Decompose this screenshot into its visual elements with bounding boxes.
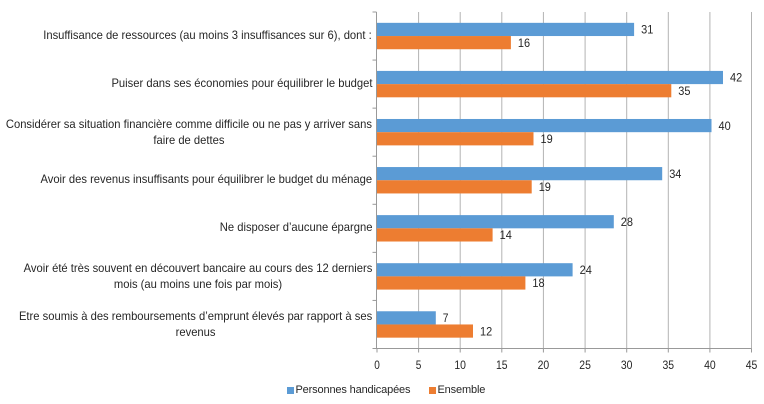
svg-text:40: 40 [704,358,716,372]
svg-text:24: 24 [580,263,592,277]
svg-text:45: 45 [746,358,758,372]
svg-text:20: 20 [538,358,550,372]
svg-text:28: 28 [621,215,633,229]
svg-text:31: 31 [641,23,653,37]
svg-text:14: 14 [500,228,512,242]
svg-text:15: 15 [496,358,508,372]
svg-text:40: 40 [719,119,731,133]
svg-text:19: 19 [539,180,551,194]
svg-text:25: 25 [579,358,591,372]
svg-text:19: 19 [541,132,553,146]
svg-text:12: 12 [480,324,492,338]
svg-text:35: 35 [663,358,675,372]
svg-text:0: 0 [374,358,380,372]
svg-text:18: 18 [532,276,544,290]
svg-text:16: 16 [518,36,530,50]
svg-text:42: 42 [730,71,742,85]
svg-text:10: 10 [454,358,466,372]
svg-text:5: 5 [416,358,422,372]
svg-text:35: 35 [678,84,690,98]
svg-text:30: 30 [621,358,633,372]
svg-text:34: 34 [669,167,681,181]
svg-text:7: 7 [443,311,449,325]
